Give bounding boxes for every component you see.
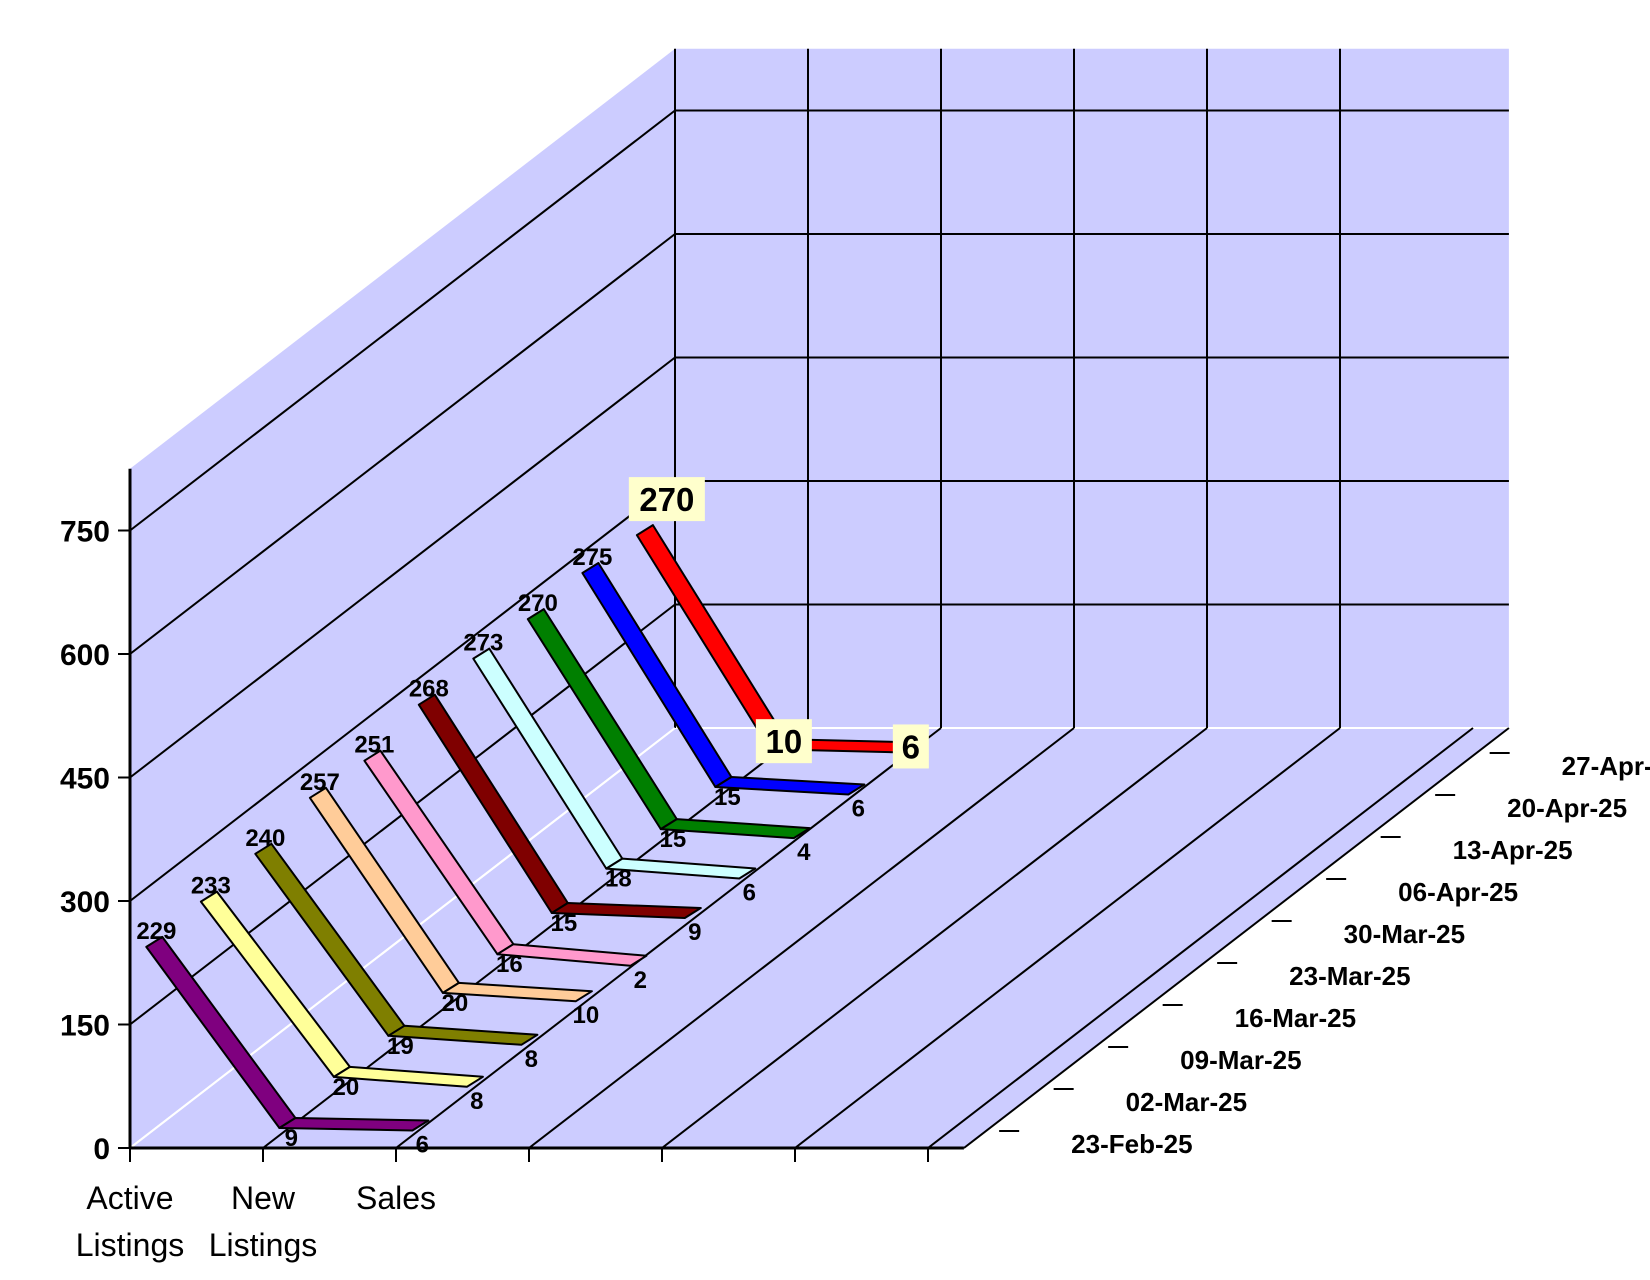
date-tick-label: 16-Mar-25 bbox=[1235, 1003, 1356, 1033]
data-label: 6 bbox=[902, 728, 920, 765]
x-category-label: New bbox=[231, 1180, 296, 1216]
data-label: 257 bbox=[300, 769, 340, 796]
date-tick-label: 30-Mar-25 bbox=[1344, 919, 1465, 949]
data-label: 251 bbox=[354, 732, 394, 759]
floor-right-edge bbox=[963, 727, 1510, 1149]
data-label: 2 bbox=[634, 967, 647, 994]
data-label: 20 bbox=[441, 990, 468, 1017]
y-tick-label: 450 bbox=[60, 763, 110, 796]
y-tick-label: 750 bbox=[60, 516, 110, 549]
date-tick-label: 23-Mar-25 bbox=[1289, 961, 1410, 991]
floor-gridline bbox=[927, 727, 1474, 1149]
left-wall-gridline bbox=[129, 109, 676, 532]
data-label: 6 bbox=[416, 1131, 429, 1158]
series-segment bbox=[441, 981, 593, 1003]
data-label: 18 bbox=[605, 866, 632, 893]
series-30-Mar-25: 268 15 9 bbox=[409, 676, 702, 946]
data-label: 8 bbox=[470, 1088, 483, 1115]
date-tick-label: 09-Mar-25 bbox=[1180, 1045, 1301, 1075]
x-category-label: Sales bbox=[356, 1180, 436, 1216]
series-13-Apr-25: 270 15 4 bbox=[518, 590, 811, 866]
left-wall-gridline bbox=[129, 356, 676, 779]
data-label: 15 bbox=[659, 826, 686, 853]
data-label: 16 bbox=[496, 951, 523, 978]
floor bbox=[130, 728, 1509, 1148]
x-category-label: Listings bbox=[209, 1227, 318, 1263]
floor-gridline bbox=[794, 727, 1341, 1149]
series-06-Apr-25: 273 18 6 bbox=[463, 630, 757, 906]
date-tick-label: 20-Apr-25 bbox=[1507, 793, 1627, 823]
series-segment bbox=[496, 943, 648, 967]
back-wall bbox=[675, 48, 1509, 729]
data-label: 10 bbox=[572, 1002, 599, 1029]
data-label: 8 bbox=[525, 1046, 538, 1073]
y-tick-label: 300 bbox=[60, 886, 110, 919]
series-23-Feb-25: 229 9 6 bbox=[136, 918, 430, 1158]
data-label: 270 bbox=[518, 590, 558, 617]
data-label: 275 bbox=[572, 544, 612, 571]
data-label: 20 bbox=[332, 1074, 359, 1101]
y-tick-label: 600 bbox=[60, 639, 110, 672]
data-label-box bbox=[628, 477, 705, 522]
x-category-label: Active bbox=[86, 1180, 173, 1216]
series-segment bbox=[659, 818, 811, 840]
y-tick-label: 150 bbox=[60, 1010, 110, 1043]
left-wall bbox=[130, 48, 675, 1148]
data-label: 15 bbox=[550, 910, 577, 937]
x-category-label: Listings bbox=[76, 1227, 185, 1263]
series-09-Mar-25: 240 19 8 bbox=[245, 825, 539, 1073]
date-tick-label: 06-Apr-25 bbox=[1398, 877, 1518, 907]
data-label-box bbox=[892, 724, 929, 769]
data-label-box bbox=[755, 719, 812, 764]
data-label: 233 bbox=[191, 873, 231, 900]
series-23-Mar-25: 251 16 2 bbox=[354, 732, 648, 994]
date-tick-label: 23-Feb-25 bbox=[1071, 1129, 1192, 1159]
series-segment bbox=[550, 902, 702, 919]
series-16-Mar-25: 257 20 10 bbox=[300, 769, 599, 1029]
data-label: 270 bbox=[639, 481, 694, 518]
series-segment bbox=[605, 857, 757, 880]
data-label: 268 bbox=[409, 676, 449, 703]
y-tick-label: 0 bbox=[93, 1133, 110, 1166]
left-wall-gridline bbox=[129, 480, 676, 902]
data-label: 15 bbox=[714, 784, 741, 811]
floor-gridline bbox=[528, 727, 1075, 1149]
data-label: 229 bbox=[136, 918, 176, 945]
series-20-Apr-25: 275 15 6 bbox=[572, 544, 866, 822]
series-02-Mar-25: 233 20 8 bbox=[191, 873, 484, 1115]
series-segment bbox=[714, 776, 866, 796]
series-segment bbox=[332, 1065, 484, 1088]
data-label: 19 bbox=[387, 1033, 414, 1060]
date-tick-label: 27-Apr-25 bbox=[1562, 751, 1650, 781]
data-label: 4 bbox=[797, 839, 811, 866]
data-label: 10 bbox=[765, 723, 802, 760]
data-label: 273 bbox=[463, 630, 503, 657]
date-tick-label: 02-Mar-25 bbox=[1126, 1087, 1247, 1117]
data-label: 6 bbox=[852, 795, 865, 822]
series-segment bbox=[387, 1024, 539, 1046]
floor-gridline bbox=[661, 727, 1208, 1149]
data-label: 9 bbox=[688, 919, 701, 946]
left-wall-gridline bbox=[129, 233, 676, 655]
data-label: 6 bbox=[743, 879, 756, 906]
date-tick-label: 13-Apr-25 bbox=[1453, 835, 1573, 865]
series-27-Apr-25: 270 10 6 bbox=[628, 477, 929, 769]
data-label: 240 bbox=[245, 825, 285, 852]
series-segment bbox=[278, 1117, 430, 1132]
data-label: 9 bbox=[285, 1125, 298, 1152]
floor-gridline bbox=[395, 727, 942, 1149]
